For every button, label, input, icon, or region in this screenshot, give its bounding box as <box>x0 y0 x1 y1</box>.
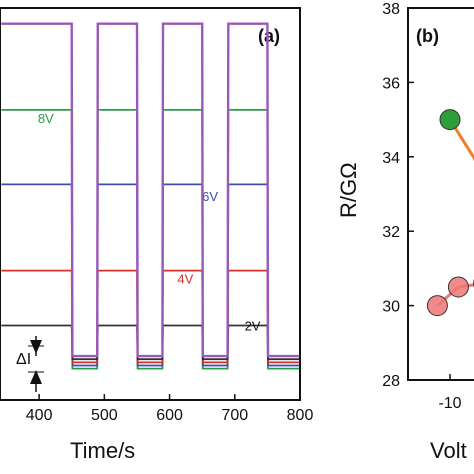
panel-b-y-tick-label: 28 <box>382 373 400 390</box>
panel-a-x-tick-label: 600 <box>156 407 183 424</box>
panel-a-x-tick-label: 500 <box>91 407 118 424</box>
panel-a-x-ticks: 400 500 600 700 800 <box>26 394 314 424</box>
panel-b-y-title: R/GΩ <box>336 162 361 218</box>
panel-b-y-tick-label: 38 <box>382 1 400 18</box>
panel-a: (a) 8V 6V 4V 2V 400 500 600 700 800 Time/s ΔI <box>0 7 314 463</box>
panel-b-y-tick-label: 30 <box>382 299 400 316</box>
panel-b-point <box>447 276 469 298</box>
panel-b-y-tick-label: 34 <box>382 150 400 167</box>
panel-b-series-line <box>448 118 474 161</box>
panel-a-x-title: Time/s <box>70 438 135 463</box>
panel-b-y-tick-label: 36 <box>382 75 400 92</box>
panel-a-series-line <box>1 269 300 364</box>
panel-a-series-label: 4V <box>177 271 193 286</box>
panel-a-frame <box>0 7 301 401</box>
panel-a-series-label: 2V <box>245 319 261 334</box>
panel-b-point <box>426 295 448 317</box>
delta-i-annotation: ΔI <box>16 336 44 392</box>
panel-b-y-tick-label: 32 <box>382 224 400 241</box>
panel-a-series-label: 6V <box>202 189 218 204</box>
panel-b-frame <box>407 7 474 381</box>
panel-a-x-tick-label: 800 <box>287 407 314 424</box>
panel-b-y-ticks: 28 30 32 34 36 38 <box>382 1 414 390</box>
panel-a-series-group: 8V 6V 4V 2V <box>1 22 300 370</box>
panel-a-series-line <box>1 22 300 358</box>
panel-b: (b) 28 30 32 34 36 38 -10 R/GΩ Volt <box>336 1 474 463</box>
delta-i-label: ΔI <box>16 351 31 368</box>
panel-a-series-line <box>1 183 300 367</box>
panel-a-tag: (a) <box>258 26 280 46</box>
panel-b-x-tick-label: -10 <box>438 395 461 412</box>
panel-b-tag: (b) <box>416 26 439 46</box>
panel-a-x-tick-label: 400 <box>26 407 53 424</box>
panel-b-point <box>439 109 461 131</box>
panel-a-x-tick-label: 700 <box>221 407 248 424</box>
panel-a-series-label: 8V <box>38 111 54 126</box>
panel-b-series-group <box>426 109 474 317</box>
panel-b-x-title: Volt <box>430 438 467 463</box>
panel-b-x-ticks: -10 <box>438 374 462 412</box>
